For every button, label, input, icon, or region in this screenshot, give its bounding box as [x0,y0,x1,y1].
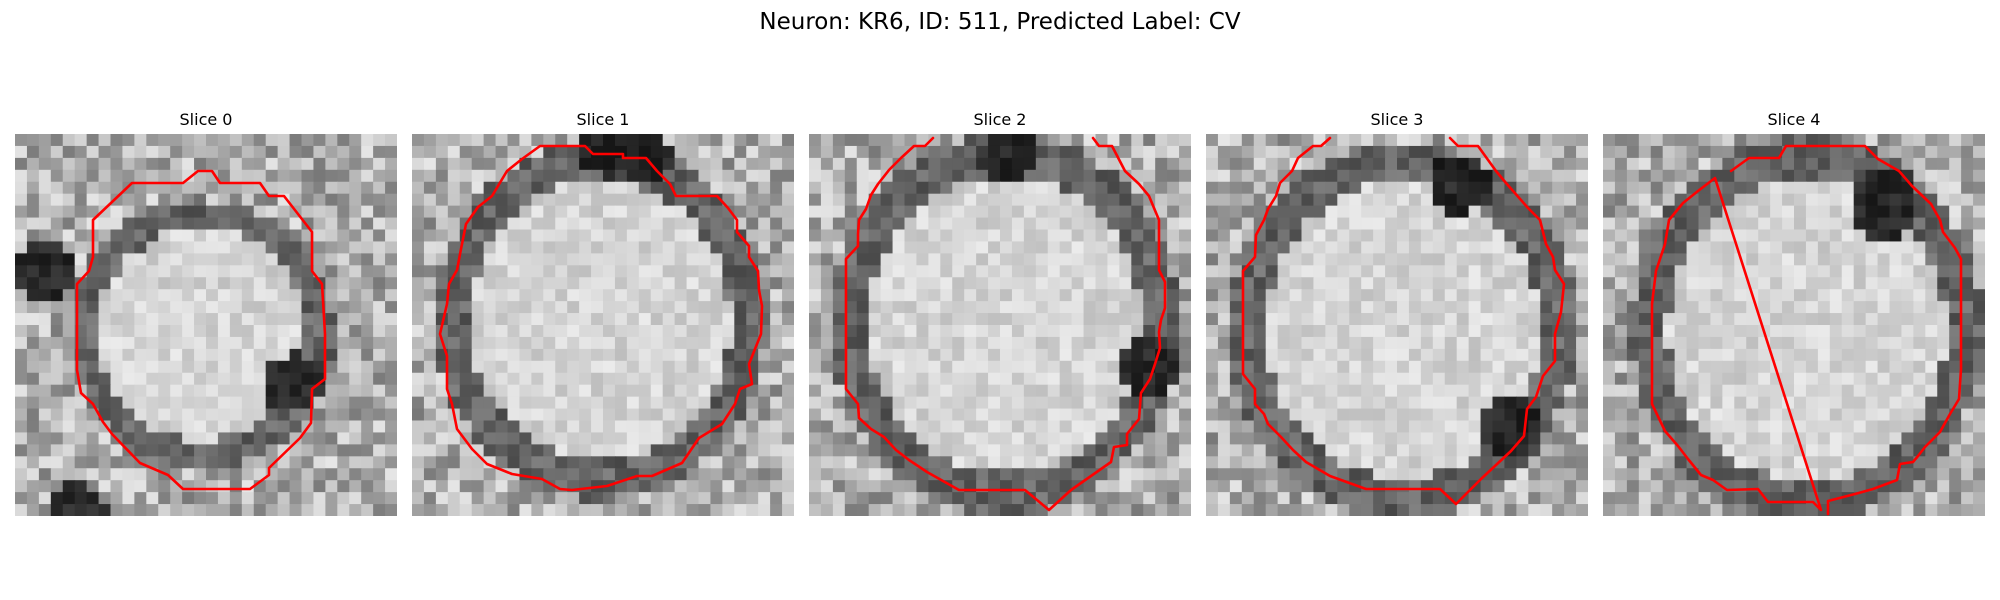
grayscale-pixels [809,134,1191,516]
slice-image-2 [809,134,1191,516]
slice-image-1 [412,134,794,516]
grayscale-pixels [1206,134,1588,516]
slice-panel-3: Slice 3 [1206,108,1588,528]
slice-title-4: Slice 4 [1767,110,1821,129]
slice-panel-0: Slice 0 [15,108,397,528]
contour-outline [438,144,764,492]
slice-panel-4: Slice 4 [1603,108,1985,528]
contour-outline [844,136,1167,512]
slice-panel-2: Slice 2 [809,108,1191,528]
slice-panel-1: Slice 1 [412,108,794,528]
grayscale-pixels [15,134,397,516]
slice-image-3 [1206,134,1588,516]
slice-image-0 [15,134,397,516]
slice-title-3: Slice 3 [1370,110,1424,129]
slice-image-4 [1603,134,1985,516]
contour-outline [1241,136,1566,506]
slice-title-2: Slice 2 [973,110,1027,129]
figure-title: Neuron: KR6, ID: 511, Predicted Label: C… [759,9,1241,35]
slice-title-0: Slice 0 [179,110,233,129]
slice-title-1: Slice 1 [576,110,630,129]
grayscale-pixels [412,134,794,516]
contour-outline [1650,144,1963,516]
grayscale-pixels [1603,134,1985,516]
contour-outline [75,169,327,491]
